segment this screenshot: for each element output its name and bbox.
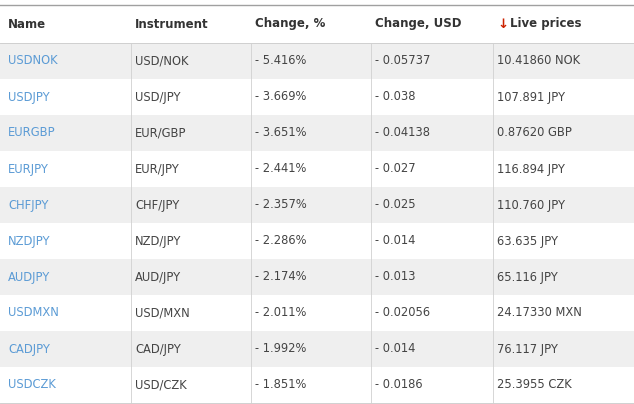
Text: EURJPY: EURJPY [8, 162, 49, 175]
Text: USDNOK: USDNOK [8, 55, 58, 67]
Text: - 0.05737: - 0.05737 [375, 55, 430, 67]
Text: - 2.286%: - 2.286% [255, 234, 306, 248]
Bar [0, 115, 634, 151]
Text: 76.117 JPY: 76.117 JPY [497, 343, 558, 356]
Text: 65.116 JPY: 65.116 JPY [497, 271, 558, 284]
Text: CAD/JPY: CAD/JPY [135, 343, 181, 356]
Text: - 2.174%: - 2.174% [255, 271, 306, 284]
Text: - 2.011%: - 2.011% [255, 307, 306, 320]
Text: USDJPY: USDJPY [8, 90, 49, 103]
Text: - 0.025: - 0.025 [375, 198, 416, 212]
Text: Instrument: Instrument [135, 17, 209, 30]
Text: 24.17330 MXN: 24.17330 MXN [497, 307, 582, 320]
Text: CHFJPY: CHFJPY [8, 198, 48, 212]
Bar [0, 79, 634, 115]
Text: 110.760 JPY: 110.760 JPY [497, 198, 565, 212]
Text: Change, %: Change, % [255, 17, 325, 30]
Bar [0, 43, 634, 79]
Text: USD/CZK: USD/CZK [135, 379, 187, 391]
Text: AUDJPY: AUDJPY [8, 271, 50, 284]
Text: NZDJPY: NZDJPY [8, 234, 51, 248]
Text: Live prices: Live prices [510, 17, 581, 30]
Text: USD/MXN: USD/MXN [135, 307, 190, 320]
Text: Change, USD: Change, USD [375, 17, 462, 30]
Bar [0, 223, 634, 259]
Bar [0, 295, 634, 331]
Text: EUR/GBP: EUR/GBP [135, 126, 186, 139]
Text: CADJPY: CADJPY [8, 343, 50, 356]
Text: USD/JPY: USD/JPY [135, 90, 181, 103]
Text: - 0.013: - 0.013 [375, 271, 415, 284]
Text: - 0.027: - 0.027 [375, 162, 416, 175]
Bar [0, 187, 634, 223]
Text: - 0.02056: - 0.02056 [375, 307, 430, 320]
Text: - 3.669%: - 3.669% [255, 90, 306, 103]
Text: - 0.014: - 0.014 [375, 343, 415, 356]
Text: 116.894 JPY: 116.894 JPY [497, 162, 565, 175]
Text: EUR/JPY: EUR/JPY [135, 162, 180, 175]
Text: NZD/JPY: NZD/JPY [135, 234, 181, 248]
Text: 63.635 JPY: 63.635 JPY [497, 234, 558, 248]
Text: - 0.014: - 0.014 [375, 234, 415, 248]
Text: 10.41860 NOK: 10.41860 NOK [497, 55, 580, 67]
Text: 0.87620 GBP: 0.87620 GBP [497, 126, 572, 139]
Text: - 2.441%: - 2.441% [255, 162, 306, 175]
Bar [0, 367, 634, 403]
Text: - 0.038: - 0.038 [375, 90, 415, 103]
Text: - 0.0186: - 0.0186 [375, 379, 423, 391]
Bar [0, 259, 634, 295]
Bar [0, 331, 634, 367]
Text: - 1.992%: - 1.992% [255, 343, 306, 356]
Text: 107.891 JPY: 107.891 JPY [497, 90, 565, 103]
Text: - 2.357%: - 2.357% [255, 198, 307, 212]
Bar [0, 151, 634, 187]
Text: USDMXN: USDMXN [8, 307, 59, 320]
Text: - 5.416%: - 5.416% [255, 55, 306, 67]
Text: AUD/JPY: AUD/JPY [135, 271, 181, 284]
Text: 25.3955 CZK: 25.3955 CZK [497, 379, 572, 391]
Text: USD/NOK: USD/NOK [135, 55, 188, 67]
Text: ↓: ↓ [497, 17, 508, 30]
Bar [0, 5, 634, 43]
Text: Name: Name [8, 17, 46, 30]
Text: - 1.851%: - 1.851% [255, 379, 306, 391]
Text: - 0.04138: - 0.04138 [375, 126, 430, 139]
Text: USDCZK: USDCZK [8, 379, 56, 391]
Text: - 3.651%: - 3.651% [255, 126, 306, 139]
Text: CHF/JPY: CHF/JPY [135, 198, 179, 212]
Text: EURGBP: EURGBP [8, 126, 56, 139]
